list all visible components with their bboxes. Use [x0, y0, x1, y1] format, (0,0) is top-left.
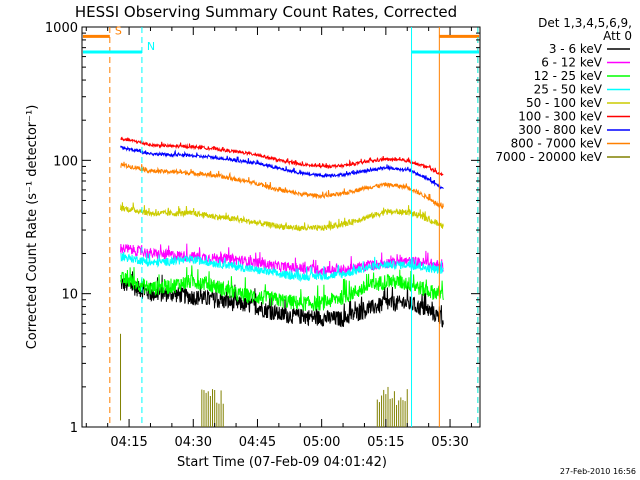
y-axis-label: Corrected Count Rate (s⁻¹ detector⁻¹) — [25, 105, 40, 350]
timestamp: 27-Feb-2010 16:56 — [560, 467, 636, 476]
x-tick-label: 05:15 — [367, 435, 404, 450]
series-line-2 — [120, 265, 444, 311]
series-line-3 — [120, 251, 444, 283]
legend-label-1: 6 - 12 keV — [541, 56, 603, 70]
series-layer — [120, 136, 444, 427]
legend-label-3: 25 - 50 keV — [534, 83, 603, 97]
legend-label-2: 12 - 25 keV — [534, 69, 603, 83]
annotation-layer: SN — [83, 24, 479, 427]
y-tick-label: 10 — [61, 288, 78, 303]
y-tick-label: 1000 — [45, 21, 78, 36]
plot-frame — [81, 26, 481, 428]
axis-layer: 04:15 04:30 04:45 05:00 05:15 05:30 1 10 100 1000 — [45, 21, 480, 450]
x-tick-label: 04:30 — [175, 435, 212, 450]
plot-area: SN 04:15 04:30 04:45 05:00 05:15 05:301101001… — [45, 21, 481, 450]
legend-label-6: 300 - 800 keV — [518, 123, 602, 137]
legend-label-5: 100 - 300 keV — [518, 110, 602, 124]
x-tick-label: 04:15 — [110, 435, 147, 450]
legend-label-4: 50 - 100 keV — [526, 96, 603, 110]
legend-label-8: 7000 - 20000 keV — [495, 150, 602, 164]
series-line-7 — [120, 161, 444, 209]
y-tick-label: 1 — [70, 421, 78, 436]
y-tick-label: 100 — [53, 154, 78, 169]
legend-label-7: 800 - 7000 keV — [511, 137, 603, 151]
annotation-label-S: S — [115, 24, 122, 37]
chart-title: HESSI Observing Summary Count Rates, Cor… — [75, 3, 457, 21]
x-tick-label: 04:45 — [239, 435, 276, 450]
x-axis-label: Start Time (07-Feb-09 04:01:42) — [177, 455, 387, 470]
series-line-6 — [120, 145, 444, 190]
x-tick-label: 05:30 — [431, 435, 468, 450]
legend-header-line-1: Det 1,3,4,5,6,9, — [538, 16, 632, 30]
legend-header-line-2: Att 0 — [603, 29, 632, 43]
series-line-4 — [120, 202, 444, 232]
series-line-1 — [120, 243, 444, 277]
legend-label-0: 3 - 6 keV — [549, 42, 603, 56]
x-tick-label: 05:00 — [303, 435, 340, 450]
annotation-label-N: N — [147, 40, 155, 53]
series-line-5 — [120, 136, 444, 176]
